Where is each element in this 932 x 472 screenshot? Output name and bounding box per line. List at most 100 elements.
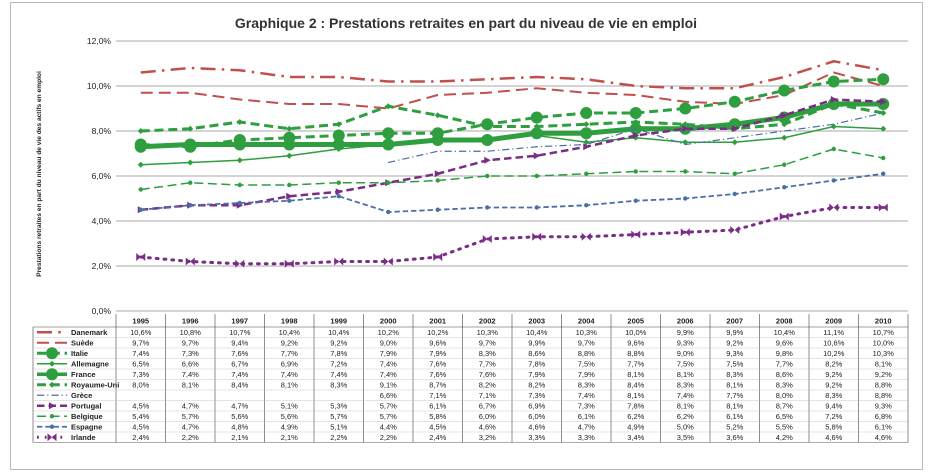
data-label: 8,6% <box>528 349 545 358</box>
data-label: 8,8% <box>875 381 892 390</box>
chart-canvas: Graphique 2 : Prestations retraites en p… <box>32 15 909 443</box>
data-point <box>827 75 840 88</box>
data-label: 7,4% <box>578 391 595 400</box>
data-label: 10,6% <box>130 328 152 337</box>
data-point <box>286 152 293 159</box>
data-point <box>287 198 292 203</box>
data-label: 6,1% <box>429 402 446 411</box>
legend-label: Belgique <box>71 412 103 421</box>
data-label: 9,9% <box>677 328 694 337</box>
data-label: 4,6% <box>825 433 842 442</box>
data-point <box>236 157 243 164</box>
data-label: 9,2% <box>330 339 347 348</box>
data-label: 8,1% <box>726 381 743 390</box>
data-label: 7,5% <box>677 360 694 369</box>
data-point <box>184 138 197 151</box>
data-point <box>580 107 593 119</box>
data-label: 4,2% <box>776 433 793 442</box>
data-label: 4,9% <box>627 423 644 432</box>
data-point <box>581 232 591 241</box>
data-point <box>782 185 787 190</box>
data-label: 11,1% <box>823 328 844 337</box>
data-label: 7,3% <box>578 402 595 411</box>
x-tick-label: 2003 <box>528 317 545 326</box>
data-label: 5,5% <box>776 423 793 432</box>
data-point <box>632 119 639 125</box>
data-label: 7,6% <box>429 360 446 369</box>
data-label: 2,2% <box>182 433 199 442</box>
legend-label: Suède <box>71 339 94 348</box>
data-point <box>136 253 146 261</box>
data-label: 7,3% <box>132 370 149 379</box>
data-label: 2,2% <box>330 433 347 442</box>
data-point <box>287 182 292 188</box>
data-label: 7,4% <box>132 349 149 358</box>
data-label: 9,6% <box>429 339 446 348</box>
data-point <box>877 73 890 86</box>
data-label: 7,4% <box>677 391 694 400</box>
x-tick-label: 2006 <box>677 317 694 326</box>
data-point <box>580 127 593 140</box>
data-point <box>679 102 692 115</box>
data-label: 10,7% <box>229 328 251 337</box>
data-label: 7,6% <box>429 370 446 379</box>
data-label: 8,1% <box>677 402 694 411</box>
data-point <box>533 123 540 130</box>
data-label: 7,4% <box>330 370 347 379</box>
data-point <box>49 402 56 410</box>
x-tick-label: 1997 <box>231 317 248 326</box>
data-point <box>781 111 788 119</box>
data-point <box>233 138 246 151</box>
y-tick-label: 12,0% <box>87 36 112 46</box>
data-point <box>632 132 640 139</box>
data-point <box>485 205 490 210</box>
data-point <box>530 127 543 140</box>
data-label: 8,1% <box>627 370 644 379</box>
series-irlande <box>136 203 888 268</box>
data-point <box>533 152 541 160</box>
data-point <box>682 121 689 128</box>
data-label: 9,2% <box>825 370 842 379</box>
legend-label: Irlande <box>71 433 96 442</box>
data-label: 8,7% <box>776 402 793 411</box>
data-label: 9,4% <box>231 339 248 348</box>
data-label: 6,8% <box>875 412 892 421</box>
data-label: 9,6% <box>627 339 644 348</box>
data-label: 8,1% <box>677 370 694 379</box>
chart-title: Graphique 2 : Prestations retraites en p… <box>235 15 697 31</box>
data-point <box>530 111 543 124</box>
data-table: 1995 1996 1997 1998 1999 2000 2001 2002 2003 2004… <box>32 314 909 443</box>
series-line <box>140 148 884 191</box>
x-tick-label: 2001 <box>429 317 446 326</box>
x-tick-label: 2004 <box>578 317 596 326</box>
data-point <box>49 360 55 367</box>
data-label: 4,7% <box>182 402 199 411</box>
data-label: 8,3% <box>330 381 347 390</box>
data-point <box>237 182 242 188</box>
data-label: 5,3% <box>330 402 347 411</box>
x-tick-label: 2009 <box>825 317 842 326</box>
data-label: 8,4% <box>627 381 644 390</box>
data-label: 7,7% <box>479 360 496 369</box>
data-point <box>583 143 590 151</box>
y-tick-label: 10,0% <box>87 81 112 91</box>
data-label: 8,2% <box>528 381 545 390</box>
data-label: 5,7% <box>380 412 397 421</box>
data-label: 6,1% <box>875 423 892 432</box>
data-point <box>286 125 293 132</box>
x-tick-label: 2005 <box>627 317 644 326</box>
data-point <box>831 146 836 152</box>
data-point <box>633 169 638 174</box>
data-label: 9,3% <box>875 402 892 411</box>
y-tick-label: 8,0% <box>92 126 112 136</box>
data-point <box>386 209 391 215</box>
data-label: 6,5% <box>776 412 793 421</box>
data-label: 6,7% <box>231 360 248 369</box>
data-label: 6,5% <box>132 360 149 369</box>
data-point <box>732 191 737 197</box>
data-point <box>730 226 740 234</box>
data-point <box>534 173 539 179</box>
data-label: 7,8% <box>627 402 644 411</box>
data-label: 6,6% <box>182 360 199 369</box>
data-point <box>187 159 194 166</box>
